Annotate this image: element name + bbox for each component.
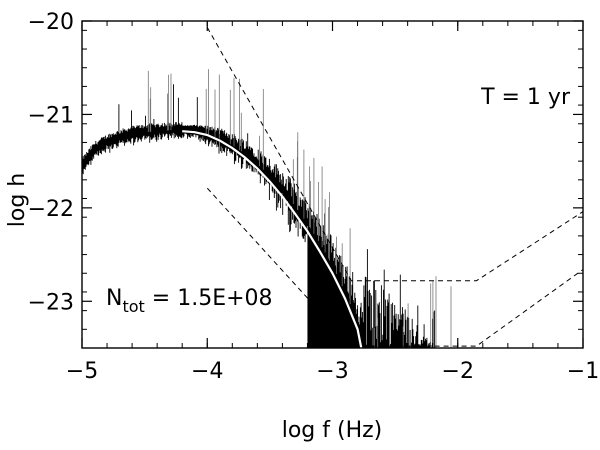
- count-prefix: N: [106, 286, 122, 311]
- period-annotation: T = 1 yr: [480, 85, 571, 110]
- count-annotation: Ntot = 1.5E+08: [106, 286, 273, 316]
- x-tick-label: −1: [567, 359, 599, 384]
- x-tick-label: −4: [191, 359, 223, 384]
- x-axis-title: log f (Hz): [282, 418, 383, 443]
- y-tick-label: −23: [28, 290, 74, 315]
- x-tick-label: −5: [66, 359, 98, 384]
- series-group: [82, 27, 583, 348]
- count-subscript: tot: [122, 297, 144, 316]
- x-tick-label: −3: [316, 359, 348, 384]
- x-tick-label: −2: [442, 359, 474, 384]
- y-tick-label: −21: [28, 103, 74, 128]
- y-tick-label: −22: [28, 197, 74, 222]
- series-smoothed-white: [182, 130, 363, 348]
- series-noisy-spectrum: [82, 84, 436, 348]
- y-axis-title: log h: [5, 173, 30, 227]
- plot-layer: [82, 27, 583, 348]
- y-tick-label: −20: [28, 10, 74, 35]
- series-dashed-upper: [206, 27, 583, 282]
- count-value: = 1.5E+08: [145, 286, 273, 311]
- ticks-layer: −5 −4 −3 −2 −1 −23 −22 −21 −20: [28, 10, 600, 384]
